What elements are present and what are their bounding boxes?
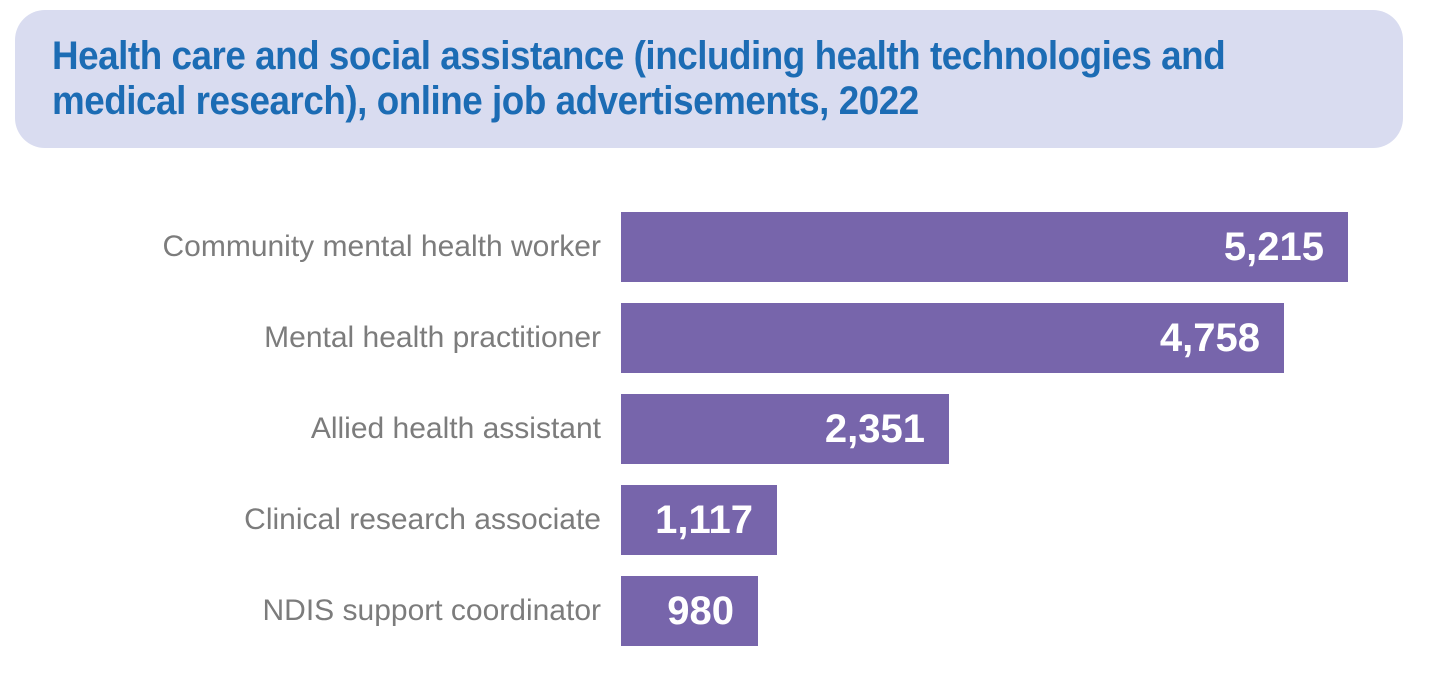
- category-label: Community mental health worker: [162, 230, 601, 263]
- bar: 5,215: [621, 212, 1348, 282]
- category-label: NDIS support coordinator: [262, 594, 602, 627]
- chart-title-banner: Health care and social assistance (inclu…: [15, 10, 1403, 148]
- value-label: 4,758: [1159, 315, 1260, 360]
- value-label: 980: [667, 588, 734, 633]
- bar: 2,351: [621, 394, 949, 464]
- category-label: Clinical research associate: [244, 503, 601, 536]
- chart-row: NDIS support coordinator 980: [0, 576, 1438, 646]
- category-label: Mental health practitioner: [264, 321, 601, 354]
- bar: 1,117: [621, 485, 777, 555]
- chart-row: Community mental health worker 5,215: [0, 212, 1438, 282]
- value-label: 5,215: [1223, 224, 1324, 269]
- chart-row: Mental health practitioner 4,758: [0, 303, 1438, 373]
- bar: 4,758: [621, 303, 1284, 373]
- category-label: Allied health assistant: [310, 412, 601, 445]
- value-label: 1,117: [655, 497, 753, 542]
- chart-title-line-1: Health care and social assistance (inclu…: [52, 34, 1226, 78]
- bar: 980: [621, 576, 758, 646]
- chart-row: Clinical research associate 1,117: [0, 485, 1438, 555]
- chart-title-line-2: medical research), online job advertisem…: [52, 79, 919, 123]
- bar-chart: Community mental health worker 5,215 Menta…: [0, 212, 1438, 667]
- value-label: 2,351: [824, 406, 925, 451]
- chart-row: Allied health assistant 2,351: [0, 394, 1438, 464]
